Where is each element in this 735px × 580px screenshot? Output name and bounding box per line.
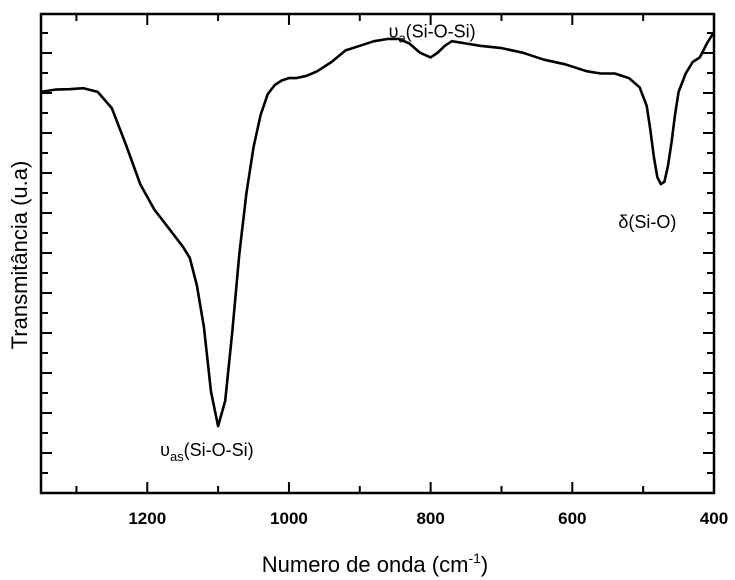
annotation-va: υa(Si-O-Si) — [389, 21, 476, 45]
x-axis-title: Numero de onda (cm-1) — [262, 550, 488, 577]
axis-ticks — [41, 14, 715, 494]
annotation-delta: δ(Si-O) — [618, 212, 676, 232]
x-tick-label: 1000 — [270, 509, 308, 528]
annotation-vas: υas(Si-O-Si) — [160, 440, 254, 464]
x-tick-label: 1200 — [128, 509, 166, 528]
series-line — [40, 31, 716, 428]
x-tick-label: 400 — [700, 509, 728, 528]
x-tick-label: 800 — [416, 509, 444, 528]
x-tick-labels: 1200 1000 800 600 400 — [128, 509, 728, 528]
x-tick-label: 600 — [558, 509, 586, 528]
annotations: υas(Si-O-Si) υa(Si-O-Si) δ(Si-O) — [160, 21, 676, 464]
plot-frame — [39, 12, 716, 495]
y-axis-title: Transmitância (u.a) — [7, 161, 32, 350]
